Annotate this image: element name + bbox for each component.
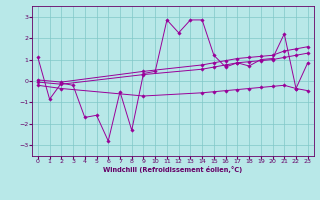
X-axis label: Windchill (Refroidissement éolien,°C): Windchill (Refroidissement éolien,°C) — [103, 166, 243, 173]
